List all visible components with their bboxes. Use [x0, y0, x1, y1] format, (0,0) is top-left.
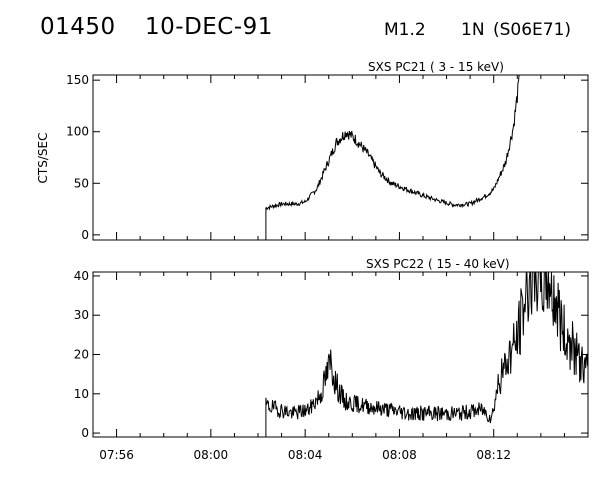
- x-tick-label: 08:04: [288, 448, 323, 462]
- event-id: 01450: [40, 14, 116, 40]
- event-date: 10-DEC-91: [145, 14, 273, 40]
- x-tick-label: 07:56: [99, 448, 134, 462]
- y-tick-label: 30: [74, 308, 89, 322]
- flare-importance: 1N: [461, 20, 485, 40]
- panel-1-ylabel: CTS/SEC: [36, 133, 50, 184]
- flare-class: M1.2: [384, 20, 426, 40]
- panel-1-y-axis: 0 50 100 150: [66, 73, 588, 242]
- x-tick-label: 08:12: [476, 448, 511, 462]
- panel-1-x-ticks: [92, 75, 589, 240]
- panel-1-title: SXS PC21 ( 3 - 15 keV): [368, 60, 504, 74]
- panel-2-x-axis: 07:56 08:00 08:04 08:08 08:12: [92, 272, 589, 462]
- y-tick-label: 0: [81, 228, 89, 242]
- y-tick-label: 150: [66, 73, 89, 87]
- panel-1-frame: [92, 74, 589, 241]
- x-tick-label: 08:00: [194, 448, 229, 462]
- panel-2-title: SXS PC22 ( 15 - 40 keV): [366, 257, 510, 271]
- panel-1-series-line: [265, 74, 520, 240]
- panel-2-y-axis: 0 10 20 30 40: [74, 269, 588, 440]
- y-tick-label: 0: [81, 426, 89, 440]
- y-tick-label: 20: [74, 348, 89, 362]
- y-tick-label: 10: [74, 387, 89, 401]
- y-tick-label: 40: [74, 269, 89, 283]
- panel-2-series-line: [265, 271, 588, 437]
- x-tick-label: 08:08: [382, 448, 417, 462]
- flare-location: (S06E71): [493, 20, 572, 40]
- y-tick-label: 100: [66, 125, 89, 139]
- y-tick-label: 50: [74, 176, 89, 190]
- panel-2-frame: [92, 271, 589, 438]
